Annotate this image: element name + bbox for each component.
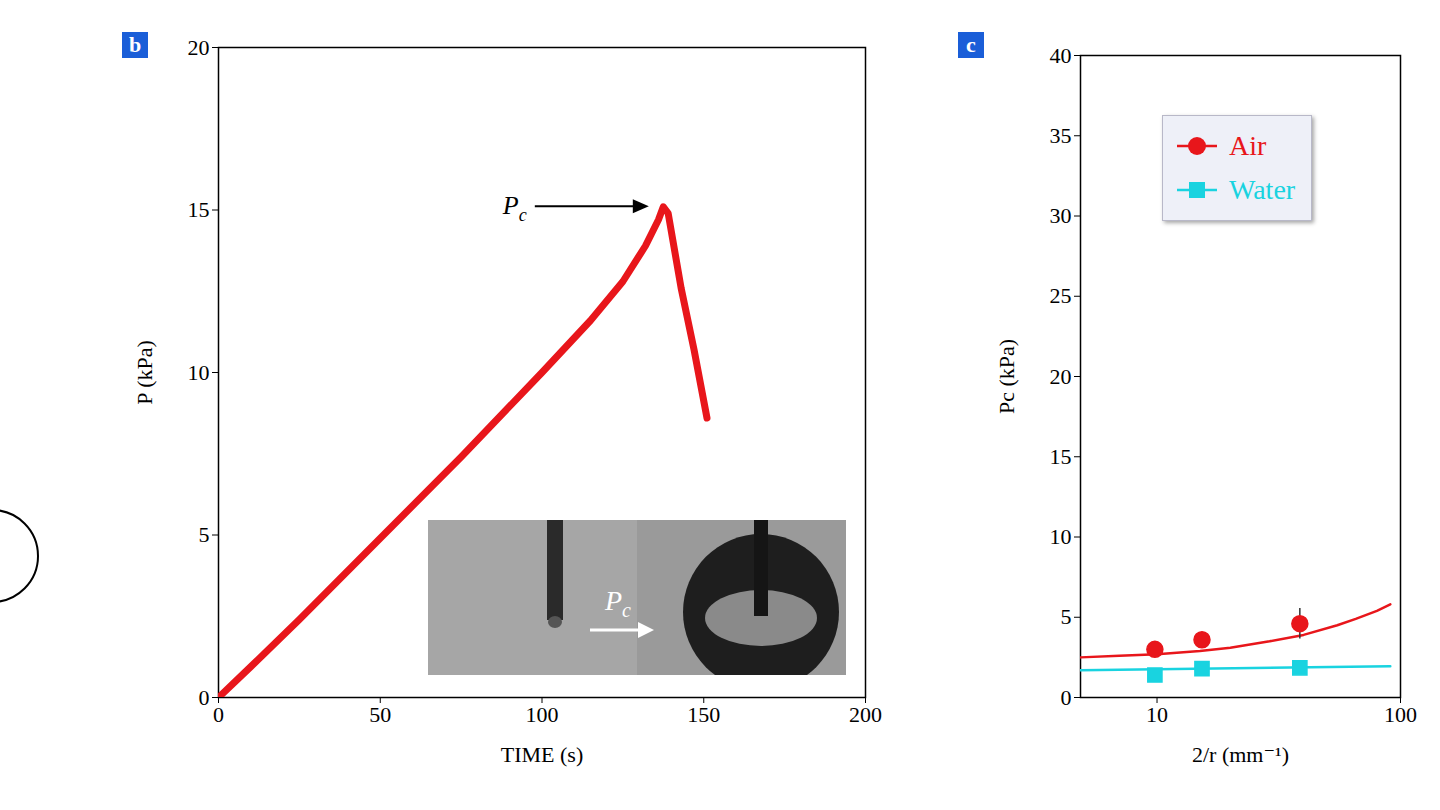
svg-text:25: 25 <box>1050 283 1072 308</box>
svg-text:30: 30 <box>1050 203 1072 228</box>
svg-text:20: 20 <box>188 35 210 60</box>
svg-text:15: 15 <box>1050 444 1072 469</box>
svg-text:40: 40 <box>1050 43 1072 68</box>
svg-text:0: 0 <box>1061 685 1072 710</box>
svg-text:100: 100 <box>526 702 559 727</box>
svg-text:5: 5 <box>1061 604 1072 629</box>
svg-text:50: 50 <box>369 702 391 727</box>
svg-text:TIME (s): TIME (s) <box>501 742 583 767</box>
svg-text:150: 150 <box>687 702 720 727</box>
svg-text:15: 15 <box>188 197 210 222</box>
svg-text:0: 0 <box>199 685 210 710</box>
svg-text:0: 0 <box>213 702 224 727</box>
html-text:Air: Air <box>1229 130 1267 161</box>
svg-text:10: 10 <box>1146 702 1168 727</box>
svg-text:Pc (kPa): Pc (kPa) <box>994 339 1019 414</box>
svg-text:P (kPa): P (kPa) <box>132 340 157 405</box>
svg-text:Pc: Pc <box>604 585 631 621</box>
svg-text:200: 200 <box>849 702 882 727</box>
html-text:b: b <box>128 32 142 57</box>
svg-text:10: 10 <box>1050 524 1072 549</box>
svg-text:10: 10 <box>188 360 210 385</box>
html-text:c: c <box>966 32 976 57</box>
svg-text:Pc: Pc <box>502 191 527 225</box>
html-text:Water: Water <box>1229 174 1296 205</box>
svg-text:35: 35 <box>1050 123 1072 148</box>
svg-text:5: 5 <box>199 522 210 547</box>
svg-text:20: 20 <box>1050 364 1072 389</box>
svg-text:100: 100 <box>1384 702 1417 727</box>
svg-text:2/r (mm⁻¹): 2/r (mm⁻¹) <box>1192 742 1289 767</box>
